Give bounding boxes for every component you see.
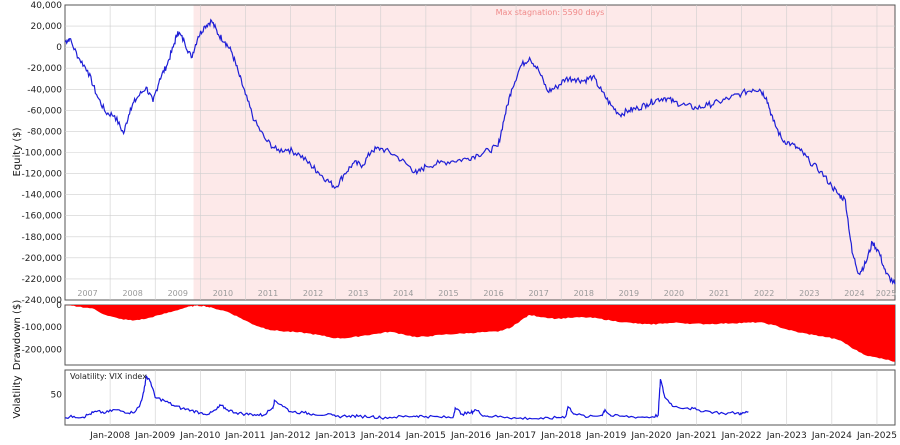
- equity-axis-label: Equity ($): [12, 127, 23, 176]
- year-label: 2010: [213, 289, 233, 298]
- year-label: 2020: [664, 289, 684, 298]
- equity-y-tick-label: -240,000: [22, 296, 63, 306]
- year-label: 2014: [393, 289, 413, 298]
- equity-y-tick-label: -180,000: [22, 233, 63, 243]
- equity-y-tick-label: -80,000: [27, 127, 62, 137]
- year-label: 2012: [303, 289, 323, 298]
- year-label: 2007: [77, 289, 97, 298]
- date-x-tick-label: Jan-2024: [811, 431, 852, 441]
- drawdown-y-tick-label: 0: [56, 301, 62, 311]
- date-x-tick-label: Jan-2009: [134, 431, 175, 441]
- date-x-tick-label: Jan-2017: [495, 431, 536, 441]
- date-x-tick-label: Jan-2021: [676, 431, 717, 441]
- date-x-tick-label: Jan-2023: [766, 431, 807, 441]
- date-x-tick-label: Jan-2022: [721, 431, 762, 441]
- date-x-tick-label: Jan-2010: [179, 431, 220, 441]
- equity-y-tick-label: 20,000: [31, 22, 63, 32]
- equity-y-tick-label: -220,000: [22, 275, 63, 285]
- equity-y-tick-label: -60,000: [27, 106, 62, 116]
- year-label: 2017: [528, 289, 548, 298]
- year-label: 2022: [754, 289, 774, 298]
- date-x-tick-label: Jan-2020: [630, 431, 671, 441]
- year-label: 2009: [168, 289, 188, 298]
- date-x-tick-label: Jan-2025: [856, 431, 897, 441]
- equity-y-tick-label: -100,000: [22, 149, 63, 159]
- equity-y-tick-label: -200,000: [22, 254, 63, 264]
- volatility-plot-frame: [64, 369, 896, 426]
- drawdown-y-tick-label: -100,000: [22, 323, 63, 333]
- drawdown-area: [65, 305, 895, 362]
- year-label: 2015: [438, 289, 458, 298]
- drawdown-panel: 0 -100,000 -200,000 Drawdown ($): [12, 300, 896, 371]
- vix-line: [64, 374, 749, 421]
- volatility-y-ticks: 50: [51, 390, 63, 400]
- year-label: 2025: [876, 289, 896, 298]
- volatility-grid: [109, 370, 878, 425]
- equity-y-tick-label: -140,000: [22, 191, 63, 201]
- volatility-axis-label: Volatility: [12, 375, 23, 418]
- date-x-tick-label: Jan-2014: [360, 431, 401, 441]
- equity-grid: [65, 5, 895, 300]
- vix-legend-label: Volatility: VIX index: [70, 372, 147, 381]
- equity-y-tick-label: 0: [56, 43, 62, 53]
- equity-y-tick-label: -120,000: [22, 170, 63, 180]
- year-label: 2011: [258, 289, 278, 298]
- equity-y-tick-label: 40,000: [31, 1, 63, 11]
- date-x-tick-label: Jan-2018: [540, 431, 581, 441]
- year-label: 2008: [122, 289, 142, 298]
- equity-line: [64, 18, 896, 285]
- date-x-tick-label: Jan-2015: [405, 431, 446, 441]
- equity-y-tick-label: -20,000: [27, 64, 62, 74]
- drawdown-axis-label: Drawdown ($): [12, 300, 23, 371]
- volatility-panel: Volatility: VIX index 50 Jan-2008 Jan-200…: [12, 369, 897, 441]
- year-label: 2024: [844, 289, 864, 298]
- equity-y-ticks: 40,000 20,000 0 -20,000 -40,000 -60,000 -80,00…: [22, 1, 63, 306]
- date-x-tick-label: Jan-2008: [89, 431, 130, 441]
- date-x-tick-label: Jan-2012: [270, 431, 311, 441]
- date-x-tick-label: Jan-2013: [315, 431, 356, 441]
- equity-y-tick-label: -40,000: [27, 85, 62, 95]
- year-label: 2013: [348, 289, 368, 298]
- equity-panel: 2007 2008 2009 2010 2011 2012 2013 2014 2015 2016…: [12, 1, 896, 306]
- volatility-y-tick-label: 50: [51, 390, 63, 400]
- date-x-tick-label: Jan-2011: [224, 431, 265, 441]
- year-label: 2019: [619, 289, 639, 298]
- stagnation-label: Max stagnation: 5590 days: [496, 8, 605, 17]
- date-x-tick-label: Jan-2019: [585, 431, 626, 441]
- year-label: 2021: [709, 289, 729, 298]
- date-x-ticks: Jan-2008 Jan-2009 Jan-2010 Jan-2011 Jan-2012…: [89, 431, 897, 441]
- year-label: 2023: [799, 289, 819, 298]
- equity-year-labels: 2007 2008 2009 2010 2011 2012 2013 2014 2015 2016…: [77, 289, 896, 298]
- year-label: 2018: [574, 289, 594, 298]
- year-label: 2016: [483, 289, 503, 298]
- drawdown-y-ticks: 0 -100,000 -200,000: [22, 301, 63, 355]
- equity-y-tick-label: -160,000: [22, 212, 63, 222]
- drawdown-y-tick-label: -200,000: [22, 345, 63, 355]
- date-x-tick-label: Jan-2016: [450, 431, 491, 441]
